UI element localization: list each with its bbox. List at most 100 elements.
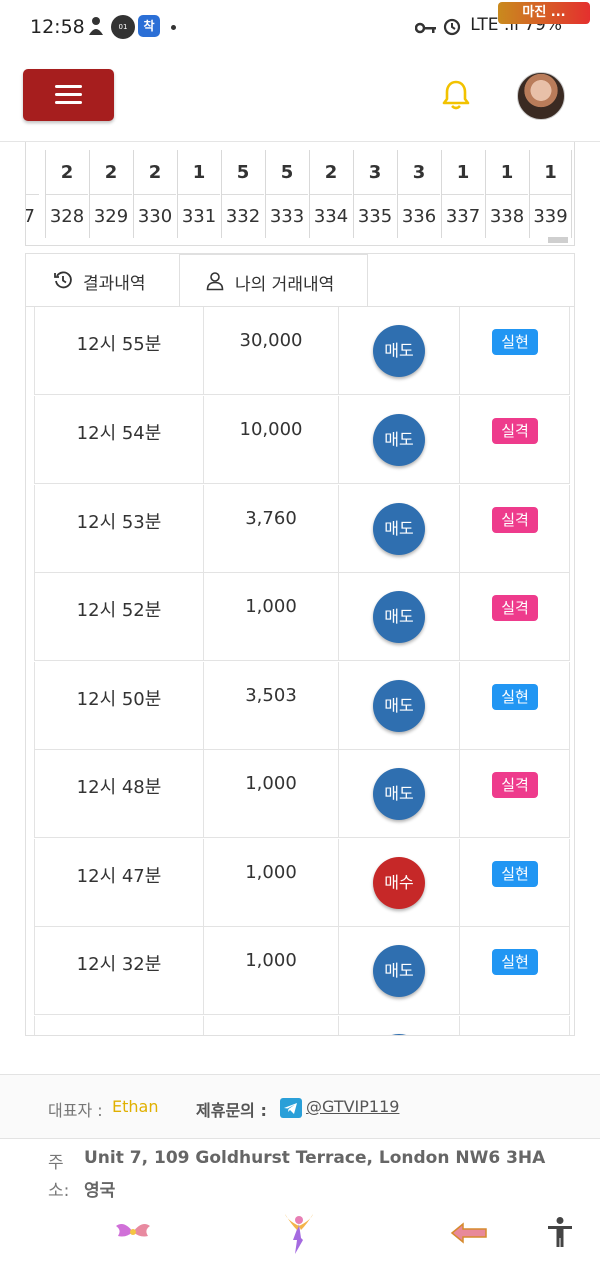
- strip-round-number: 334: [313, 206, 349, 227]
- trade-time: 12시 52분: [76, 600, 162, 621]
- trade-action-button[interactable]: 매도: [373, 325, 425, 377]
- trade-action-button[interactable]: 매도: [373, 503, 425, 555]
- hamburger-icon: [55, 101, 82, 104]
- bell-icon[interactable]: [439, 78, 473, 112]
- representative-label: 대표자 :: [48, 1101, 103, 1120]
- trade-amount: 1,000: [245, 773, 297, 794]
- strip-cell: 1 338: [485, 150, 528, 238]
- partnership-label: 제휴문의 :: [196, 1101, 267, 1120]
- trade-amount: 30,000: [239, 330, 303, 351]
- tab-my-trades[interactable]: 나의 거래내역: [179, 254, 368, 307]
- result-badge: 실격: [492, 595, 538, 621]
- status-time: 12:58: [30, 16, 85, 38]
- strip-top-value: 3: [368, 162, 382, 183]
- tab-my-trades-label: 나의 거래내역: [235, 275, 335, 295]
- strip-cell: 5 333: [265, 150, 308, 238]
- trade-amount: 1,000: [245, 862, 297, 883]
- hamburger-icon: [55, 93, 82, 96]
- tab-results[interactable]: 결과내역: [26, 254, 179, 307]
- trade-time: 12시 54분: [76, 423, 162, 444]
- strip-round-number: 335: [357, 206, 393, 227]
- trade-action-button[interactable]: [373, 1034, 425, 1035]
- history-tabs: 결과내역 나의 거래내역: [25, 253, 575, 307]
- strip-top-value: 1: [456, 162, 470, 183]
- bottom-navigation: [0, 1210, 600, 1267]
- table-row: [34, 1016, 570, 1035]
- strip-round-number: 336: [401, 206, 437, 227]
- table-row: 12시 55분 30,000 매도 실현: [34, 307, 570, 395]
- strip-round-number: 331: [181, 206, 217, 227]
- trade-history-table: 12시 55분 30,000 매도 실현 12시 54분 10,000 매도 실…: [25, 306, 575, 1036]
- user-avatar[interactable]: [517, 72, 565, 120]
- strip-cell: 2 329: [89, 150, 132, 238]
- strip-round-number: 330: [137, 206, 173, 227]
- address-line: Unit 7, 109 Goldhurst Terrace, London NW…: [84, 1148, 546, 1168]
- more-notifications-dot-icon: [171, 25, 176, 30]
- address-country: 영국: [84, 1181, 116, 1201]
- table-row: 12시 47분 1,000 매수 실현: [34, 839, 570, 927]
- trade-time: 12시 47분: [76, 866, 162, 887]
- strip-top-value: 2: [324, 162, 338, 183]
- result-badge: 실현: [492, 949, 538, 975]
- strip-round-number: 333: [269, 206, 305, 227]
- tab-results-label: 결과내역: [83, 274, 146, 294]
- site-logo-badge: 마진 ...: [498, 2, 590, 24]
- strip-cell: 1 331: [177, 150, 220, 238]
- strip-top-value: 2: [60, 162, 74, 183]
- strip-cell: 2 334: [309, 150, 352, 238]
- app-badge-icon: 착: [138, 15, 160, 37]
- table-row: 12시 53분 3,760 매도 실격: [34, 485, 570, 573]
- strip-top-value: 1: [500, 162, 514, 183]
- trade-action-button[interactable]: 매도: [373, 680, 425, 732]
- result-badge: 실격: [492, 418, 538, 444]
- trade-action-button[interactable]: 매도: [373, 414, 425, 466]
- menu-button[interactable]: [23, 69, 114, 121]
- trade-action-button[interactable]: 매도: [373, 768, 425, 820]
- trade-action-button[interactable]: 매수: [373, 857, 425, 909]
- strip-top-value: 1: [192, 162, 206, 183]
- result-badge: 실격: [492, 507, 538, 533]
- strip-round-number: 338: [489, 206, 525, 227]
- trade-time: 12시 32분: [76, 954, 162, 975]
- trade-amount: 3,760: [245, 508, 297, 529]
- strip-cell: 3 335: [353, 150, 396, 238]
- angel-figure-icon[interactable]: [283, 1212, 315, 1260]
- result-badge: 실현: [492, 684, 538, 710]
- strip-top-value: 1: [544, 162, 557, 183]
- address-key: 주: [48, 1153, 64, 1173]
- table-row: 12시 52분 1,000 매도 실격: [34, 573, 570, 661]
- strip-cell: 2 328: [45, 150, 88, 238]
- result-number-strip: 7 2 328 2 329 2 330 1 331 5 332 5 333 2 …: [25, 142, 575, 246]
- table-row: 12시 48분 1,000 매도 실격: [34, 750, 570, 838]
- trade-action-button[interactable]: 매도: [373, 591, 425, 643]
- wings-icon[interactable]: [114, 1218, 152, 1250]
- result-badge: 실격: [492, 772, 538, 798]
- key-icon: [414, 19, 437, 38]
- telegram-link[interactable]: @GTVIP119: [306, 1097, 400, 1116]
- trade-time: 12시 55분: [76, 334, 162, 355]
- status-bar: 12:58 01 LOCK 착 LTE .ıl 79% 마진 ...: [0, 0, 600, 56]
- strip-cell: 7: [26, 150, 39, 238]
- trade-time: 12시 48분: [76, 777, 162, 798]
- app-notification-icon: [86, 15, 106, 41]
- strip-round-number: 329: [93, 206, 129, 227]
- trade-amount: 3,503: [245, 685, 297, 706]
- history-icon: [53, 270, 73, 290]
- address-key: 소:: [48, 1181, 70, 1201]
- strip-scrollbar[interactable]: [548, 237, 568, 243]
- trade-action-button[interactable]: 매도: [373, 945, 425, 997]
- strip-round-number: 7: [26, 206, 39, 227]
- strip-top-value: 5: [280, 162, 294, 183]
- trade-amount: 1,000: [245, 950, 297, 971]
- footer-address: 주 소: Unit 7, 109 Goldhurst Terrace, Lond…: [0, 1140, 600, 1210]
- accessibility-icon[interactable]: [545, 1216, 575, 1252]
- strip-round-number: 339: [533, 206, 568, 227]
- back-arrow-icon[interactable]: [450, 1222, 488, 1248]
- user-icon: [205, 271, 225, 291]
- strip-cell: 5 332: [221, 150, 264, 238]
- strip-top-value: 3: [412, 162, 426, 183]
- alarm-icon: [442, 16, 462, 40]
- hamburger-icon: [55, 85, 82, 88]
- trade-amount: 1,000: [245, 596, 297, 617]
- strip-round-number: 337: [445, 206, 481, 227]
